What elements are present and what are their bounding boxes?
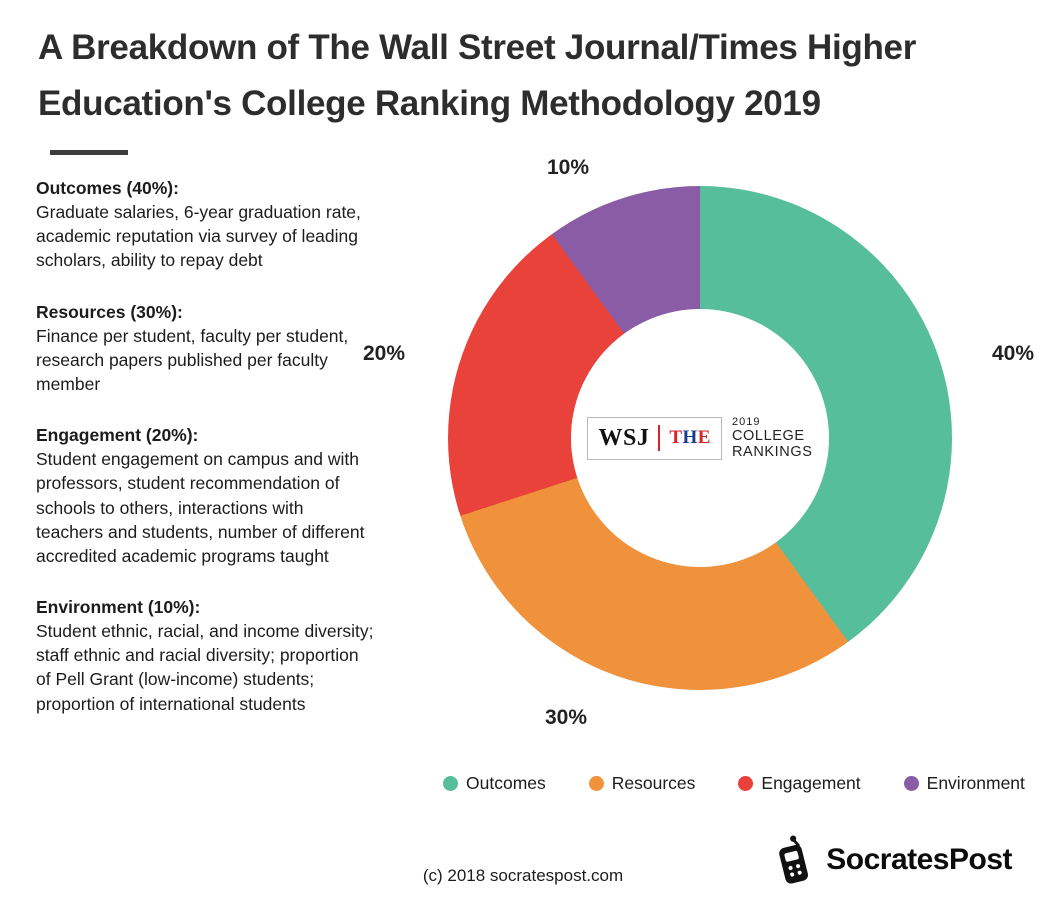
legend-dot — [443, 776, 458, 791]
phone-doodle-icon — [779, 835, 809, 884]
page-title-line2: Education's College Ranking Methodology … — [38, 84, 821, 123]
section-outcomes-body: Graduate salaries, 6-year graduation rat… — [36, 202, 361, 271]
section-resources-body: Finance per student, faculty per student… — [36, 325, 349, 394]
section-resources: Resources (30%): Finance per student, fa… — [36, 300, 374, 397]
chart-legend: Outcomes Resources Engagement Environmen… — [443, 773, 1025, 794]
section-engagement-body: Student engagement on campus and with pr… — [36, 449, 365, 566]
section-resources-heading: Resources (30%): — [36, 301, 183, 322]
legend-dot — [588, 776, 604, 791]
rankings-college-line: COLLEGE — [731, 427, 805, 444]
section-environment: Environment (10%): Student ethnic, racia… — [36, 595, 374, 716]
legend-label: Outcomes — [466, 773, 546, 793]
methodology-descriptions: Outcomes (40%): Graduate salaries, 6-yea… — [36, 176, 374, 743]
the-letter-e: E — [697, 427, 711, 448]
legend-dot — [738, 776, 754, 791]
legend-label: Environment — [926, 773, 1025, 793]
page-title: A Breakdown of The Wall Street Journal/T… — [38, 20, 1028, 132]
the-logo-text: THE — [669, 427, 711, 449]
legend-label: Engagement — [761, 773, 861, 793]
section-outcomes: Outcomes (40%): Graduate salaries, 6-yea… — [36, 176, 374, 273]
copyright-text: (c) 2018 socratespost.com — [422, 866, 624, 885]
percent-label-engagement: 20% — [363, 342, 406, 365]
percent-label-outcomes: 40% — [992, 342, 1035, 365]
section-environment-body: Student ethnic, racial, and income diver… — [36, 621, 374, 714]
legend-item-outcomes: Outcomes — [443, 773, 546, 794]
section-engagement-heading: Engagement (20%): — [36, 425, 199, 446]
rankings-rankings-line: RANKINGS — [731, 444, 813, 461]
donut-chart: WSJ THE 2019 COLLEGE RANKINGS — [448, 186, 952, 690]
page-title-line1: A Breakdown of The Wall Street Journal/T… — [38, 28, 917, 67]
the-letter-h: H — [682, 427, 698, 448]
section-outcomes-heading: Outcomes (40%): — [36, 178, 179, 198]
section-engagement: Engagement (20%): Student engagement on … — [36, 423, 374, 568]
legend-item-environment: Environment — [903, 773, 1025, 794]
legend-label: Resources — [611, 773, 696, 793]
wsj-the-center-logo: WSJ THE 2019 COLLEGE RANKINGS — [587, 416, 812, 461]
percent-label-environment: 10% — [547, 156, 590, 179]
legend-item-engagement: Engagement — [738, 773, 861, 794]
wsj-the-logo-box: WSJ THE — [587, 416, 722, 460]
legend-item-resources: Resources — [588, 773, 696, 794]
brand-logo: SocratesPost — [770, 832, 1012, 888]
legend-dot — [903, 776, 919, 791]
the-letter-t: T — [669, 427, 683, 448]
donut-hole: WSJ THE 2019 COLLEGE RANKINGS — [571, 309, 829, 567]
wsj-the-divider — [658, 425, 661, 451]
title-underline-dash — [50, 150, 128, 155]
section-environment-heading: Environment (10%): — [36, 596, 201, 617]
college-rankings-text: 2019 COLLEGE RANKINGS — [732, 416, 813, 461]
rankings-year: 2019 — [731, 415, 761, 428]
brand-name: SocratesPost — [826, 843, 1012, 876]
wsj-logo-text: WSJ — [598, 424, 650, 451]
percent-label-resources: 30% — [545, 706, 588, 729]
